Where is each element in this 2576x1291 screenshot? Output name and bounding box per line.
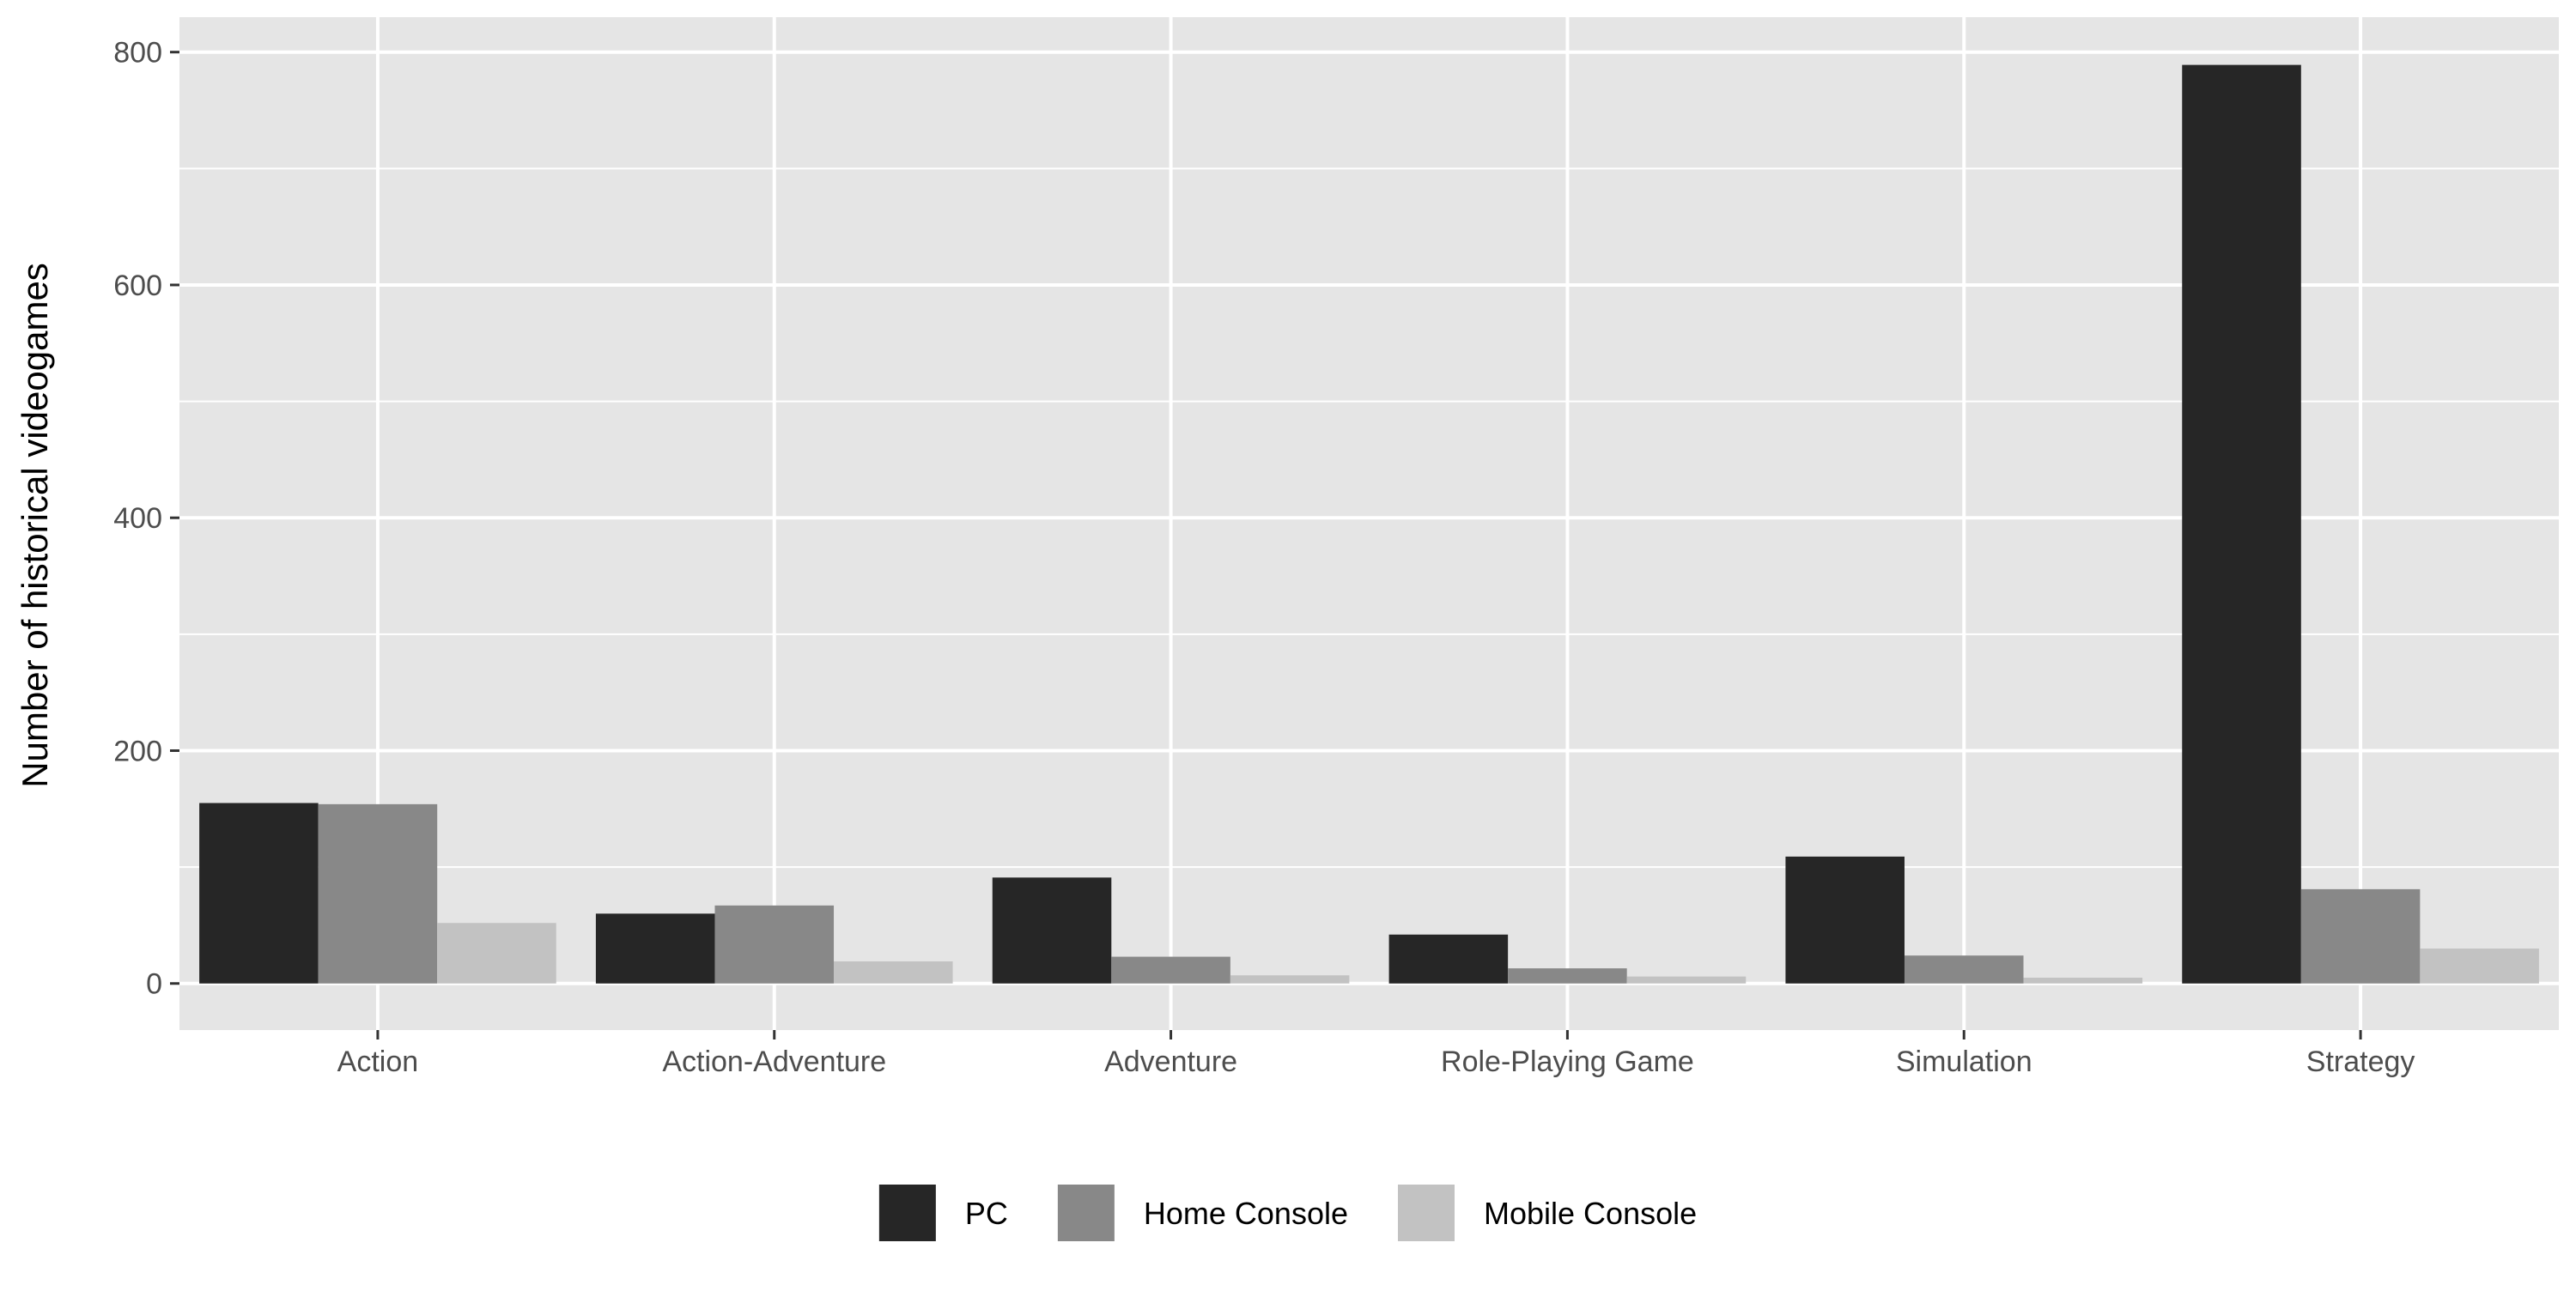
bars bbox=[199, 64, 2539, 984]
x-tick-label: Simulation bbox=[1896, 1046, 2032, 1078]
bar bbox=[2420, 949, 2539, 984]
x-tick-label: Action bbox=[337, 1046, 419, 1078]
bar bbox=[1111, 956, 1230, 984]
bar bbox=[2023, 977, 2143, 984]
y-tick-label: 400 bbox=[113, 502, 162, 535]
y-axis-title: Number of historical videogames bbox=[15, 263, 55, 788]
y-axis-ticks: 0 200 400 600 800 bbox=[113, 37, 179, 1001]
bar bbox=[2182, 64, 2301, 984]
legend: PC Home Console Mobile Console bbox=[878, 1185, 1697, 1241]
x-tick-label: Strategy bbox=[2306, 1046, 2415, 1078]
x-tick-label: Adventure bbox=[1104, 1046, 1237, 1078]
bar bbox=[318, 803, 438, 984]
bar bbox=[2300, 888, 2421, 984]
bar bbox=[834, 961, 953, 984]
bar bbox=[1230, 975, 1350, 984]
y-tick-label: 0 bbox=[146, 968, 162, 1001]
x-axis-ticks: Action Action-Adventure Adventure Role-Play… bbox=[337, 1030, 2415, 1078]
plot-panel bbox=[179, 17, 2559, 1030]
bar bbox=[1904, 955, 2024, 984]
minor-gridlines bbox=[179, 167, 2559, 869]
legend-label: Mobile Console bbox=[1484, 1196, 1697, 1231]
bar bbox=[714, 905, 835, 984]
x-tick-label: Action-Adventure bbox=[662, 1046, 886, 1078]
bar bbox=[1626, 976, 1747, 984]
bar bbox=[1508, 968, 1627, 984]
bar bbox=[595, 913, 715, 984]
y-tick-label: 600 bbox=[113, 270, 162, 302]
x-tick-label: Role-Playing Game bbox=[1441, 1046, 1694, 1078]
bar bbox=[992, 877, 1112, 984]
y-tick-label: 800 bbox=[113, 37, 162, 70]
y-tick-label: 200 bbox=[113, 735, 162, 767]
bar bbox=[1388, 934, 1509, 984]
bar bbox=[199, 803, 319, 984]
legend-key bbox=[878, 1185, 936, 1241]
legend-label: PC bbox=[965, 1196, 1008, 1231]
legend-label: Home Console bbox=[1144, 1196, 1348, 1231]
bar bbox=[437, 923, 556, 984]
legend-key bbox=[1057, 1185, 1115, 1241]
legend-key bbox=[1398, 1185, 1455, 1241]
bar bbox=[1785, 856, 1905, 984]
